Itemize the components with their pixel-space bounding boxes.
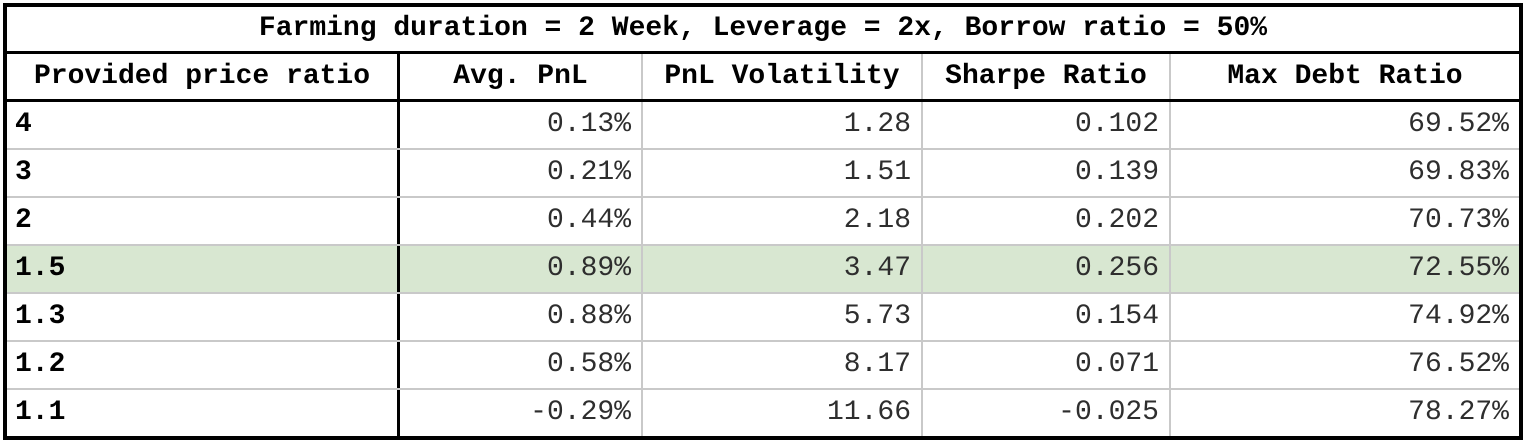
cell-avg-pnl: 0.88% <box>397 294 641 340</box>
table-row: 3 0.21% 1.51 0.139 69.83% <box>7 150 1519 198</box>
cell-max-debt-ratio: 78.27% <box>1169 390 1519 436</box>
cell-sharpe-ratio: 0.154 <box>921 294 1169 340</box>
cell-max-debt-ratio: 76.52% <box>1169 342 1519 388</box>
table-row: 1.1 -0.29% 11.66 -0.025 78.27% <box>7 390 1519 436</box>
cell-provided-price-ratio: 1.3 <box>15 301 66 332</box>
column-header-sharpe-ratio: Sharpe Ratio <box>921 54 1169 99</box>
cell-provided-price-ratio: 3 <box>15 157 32 188</box>
table-row: 4 0.13% 1.28 0.102 69.52% <box>7 102 1519 150</box>
cell-sharpe-ratio: 0.102 <box>921 102 1169 148</box>
cell-avg-pnl: 0.58% <box>397 342 641 388</box>
table-row: 2 0.44% 2.18 0.202 70.73% <box>7 198 1519 246</box>
table-row: 1.2 0.58% 8.17 0.071 76.52% <box>7 342 1519 390</box>
cell-pnl-volatility: 11.66 <box>641 390 921 436</box>
results-table: Farming duration = 2 Week, Leverage = 2x… <box>3 3 1523 440</box>
column-header-avg-pnl: Avg. PnL <box>397 54 641 99</box>
cell-sharpe-ratio: -0.025 <box>921 390 1169 436</box>
cell-max-debt-ratio: 69.83% <box>1169 150 1519 196</box>
column-header-pnl-volatility: PnL Volatility <box>641 54 921 99</box>
cell-provided-price-ratio: 1.5 <box>15 253 66 284</box>
table-title: Farming duration = 2 Week, Leverage = 2x… <box>7 7 1519 54</box>
cell-provided-price-ratio: 2 <box>15 205 32 236</box>
cell-provided-price-ratio: 1.1 <box>15 397 66 428</box>
cell-pnl-volatility: 1.51 <box>641 150 921 196</box>
cell-pnl-volatility: 8.17 <box>641 342 921 388</box>
cell-sharpe-ratio: 0.202 <box>921 198 1169 244</box>
column-header-max-debt-ratio: Max Debt Ratio <box>1169 54 1519 99</box>
cell-avg-pnl: -0.29% <box>397 390 641 436</box>
cell-sharpe-ratio: 0.256 <box>921 246 1169 292</box>
cell-avg-pnl: 0.44% <box>397 198 641 244</box>
cell-provided-price-ratio: 4 <box>15 109 32 140</box>
cell-max-debt-ratio: 69.52% <box>1169 102 1519 148</box>
cell-avg-pnl: 0.89% <box>397 246 641 292</box>
table-header-row: Provided price ratio Avg. PnL PnL Volati… <box>7 54 1519 102</box>
cell-pnl-volatility: 1.28 <box>641 102 921 148</box>
cell-pnl-volatility: 5.73 <box>641 294 921 340</box>
cell-max-debt-ratio: 72.55% <box>1169 246 1519 292</box>
cell-pnl-volatility: 2.18 <box>641 198 921 244</box>
cell-max-debt-ratio: 70.73% <box>1169 198 1519 244</box>
cell-pnl-volatility: 3.47 <box>641 246 921 292</box>
cell-max-debt-ratio: 74.92% <box>1169 294 1519 340</box>
cell-provided-price-ratio: 1.2 <box>15 349 66 380</box>
column-header-provided-price-ratio: Provided price ratio <box>33 61 371 92</box>
cell-avg-pnl: 0.21% <box>397 150 641 196</box>
cell-avg-pnl: 0.13% <box>397 102 641 148</box>
cell-sharpe-ratio: 0.139 <box>921 150 1169 196</box>
table-row-highlighted: 1.5 0.89% 3.47 0.256 72.55% <box>7 246 1519 294</box>
cell-sharpe-ratio: 0.071 <box>921 342 1169 388</box>
table-row: 1.3 0.88% 5.73 0.154 74.92% <box>7 294 1519 342</box>
